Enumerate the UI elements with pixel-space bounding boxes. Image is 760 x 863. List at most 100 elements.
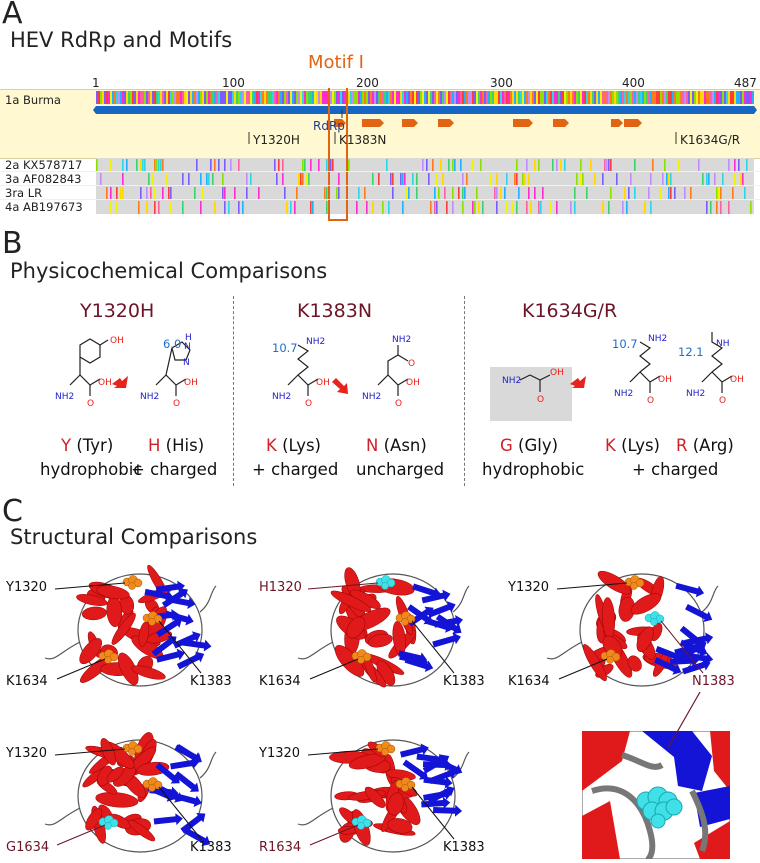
atom-label-o: O <box>537 395 544 405</box>
variant-bar <box>734 173 736 186</box>
variant-bar <box>740 173 742 186</box>
variant-bar <box>738 159 740 172</box>
residue-bar <box>662 91 664 104</box>
leader-line <box>56 824 106 846</box>
variant-bar <box>542 187 544 200</box>
variant-bar <box>610 159 612 172</box>
variant-bar <box>122 173 124 186</box>
variant-bar <box>214 159 216 172</box>
variant-bar <box>524 173 526 186</box>
residue-bar <box>486 91 488 104</box>
residue-bar <box>432 91 434 104</box>
residue-bar <box>312 91 314 104</box>
residue-bar <box>468 91 470 104</box>
residue-bar <box>584 91 586 104</box>
variant-bar <box>574 187 576 200</box>
residue-bar <box>208 91 210 104</box>
residue-bar <box>642 91 644 104</box>
variant-bar <box>462 187 464 200</box>
residue-bar <box>698 91 700 104</box>
variant-bar <box>158 159 160 172</box>
residue-bar <box>202 91 204 104</box>
variant-bar <box>158 201 160 214</box>
variant-bar <box>160 159 162 172</box>
residue-bar <box>148 91 150 104</box>
residue-bar <box>288 91 290 104</box>
residue-bar <box>266 91 268 104</box>
residue-bar <box>616 91 618 104</box>
variant-bar <box>538 159 540 172</box>
residue-bar <box>166 91 168 104</box>
variant-bar <box>670 187 672 200</box>
variant-bar <box>516 173 518 186</box>
residue-bar <box>598 91 600 104</box>
variant-bar <box>526 159 528 172</box>
residue-bar <box>606 91 608 104</box>
aa-lys: K (Lys) <box>266 436 321 455</box>
variant-bar <box>364 187 366 200</box>
variant-bar <box>168 187 170 200</box>
residue-bar <box>234 91 236 104</box>
variant-bar <box>630 173 632 186</box>
residue-bar <box>262 91 264 104</box>
residue-bar <box>344 91 346 104</box>
residue-bar <box>182 91 184 104</box>
variant-bar <box>224 159 226 172</box>
variant-bar <box>258 187 260 200</box>
residue-bar <box>634 91 636 104</box>
residue-bar <box>444 91 446 104</box>
variant-bar <box>622 201 624 214</box>
residue-bar <box>322 91 324 104</box>
residue-bar <box>594 91 596 104</box>
variant-bar <box>120 187 122 200</box>
label-position-1634: K1634 <box>508 674 550 689</box>
ruler-tick-400: 400 <box>622 76 645 90</box>
residue-bar <box>120 91 122 104</box>
residue-bar <box>336 91 338 104</box>
variant-bar <box>146 187 148 200</box>
variant-bar <box>154 159 156 172</box>
variant-bar <box>516 159 518 172</box>
sequence-row-divider <box>0 171 760 172</box>
residue-bar <box>386 91 388 104</box>
inset-coil <box>621 752 664 770</box>
leader-line <box>309 824 359 846</box>
glycine-structure <box>519 374 551 392</box>
variant-bar <box>506 173 508 186</box>
residue-bar <box>104 91 106 104</box>
variant-bar <box>482 201 484 214</box>
residue-sphere-top <box>375 575 396 590</box>
property-uncharged: uncharged <box>356 460 445 479</box>
residue-bar <box>98 91 100 104</box>
residue-bar <box>106 91 108 104</box>
residue-bar <box>146 91 148 104</box>
variant-bar <box>702 173 704 186</box>
variant-bar <box>706 201 708 214</box>
ribbon-diagram <box>297 739 470 853</box>
residue-bar <box>656 91 658 104</box>
residue-bar <box>360 91 362 104</box>
residue-bar <box>658 91 660 104</box>
variant-bar <box>472 159 474 172</box>
residue-bar <box>272 91 274 104</box>
residue-bar <box>560 91 562 104</box>
residue-bar <box>274 91 276 104</box>
residue-bar <box>294 91 296 104</box>
motif-arrow <box>402 119 418 127</box>
inset-coil <box>591 785 656 859</box>
residue-bar <box>410 91 412 104</box>
variant-bar <box>348 159 350 172</box>
label-position-1383: N1383 <box>692 674 735 689</box>
residue-bar <box>380 91 382 104</box>
motif-arrows <box>334 119 642 127</box>
variant-bar <box>116 201 118 214</box>
atom-label-nh2: NH2 <box>272 392 291 402</box>
residue-bar <box>750 91 752 104</box>
residue-bar <box>390 91 392 104</box>
variant-bar <box>514 173 516 186</box>
variant-bar <box>474 201 476 214</box>
residue-bar <box>670 91 672 104</box>
variant-bar <box>436 201 438 214</box>
residue-sphere-right <box>395 611 416 626</box>
variant-bar <box>392 173 394 186</box>
